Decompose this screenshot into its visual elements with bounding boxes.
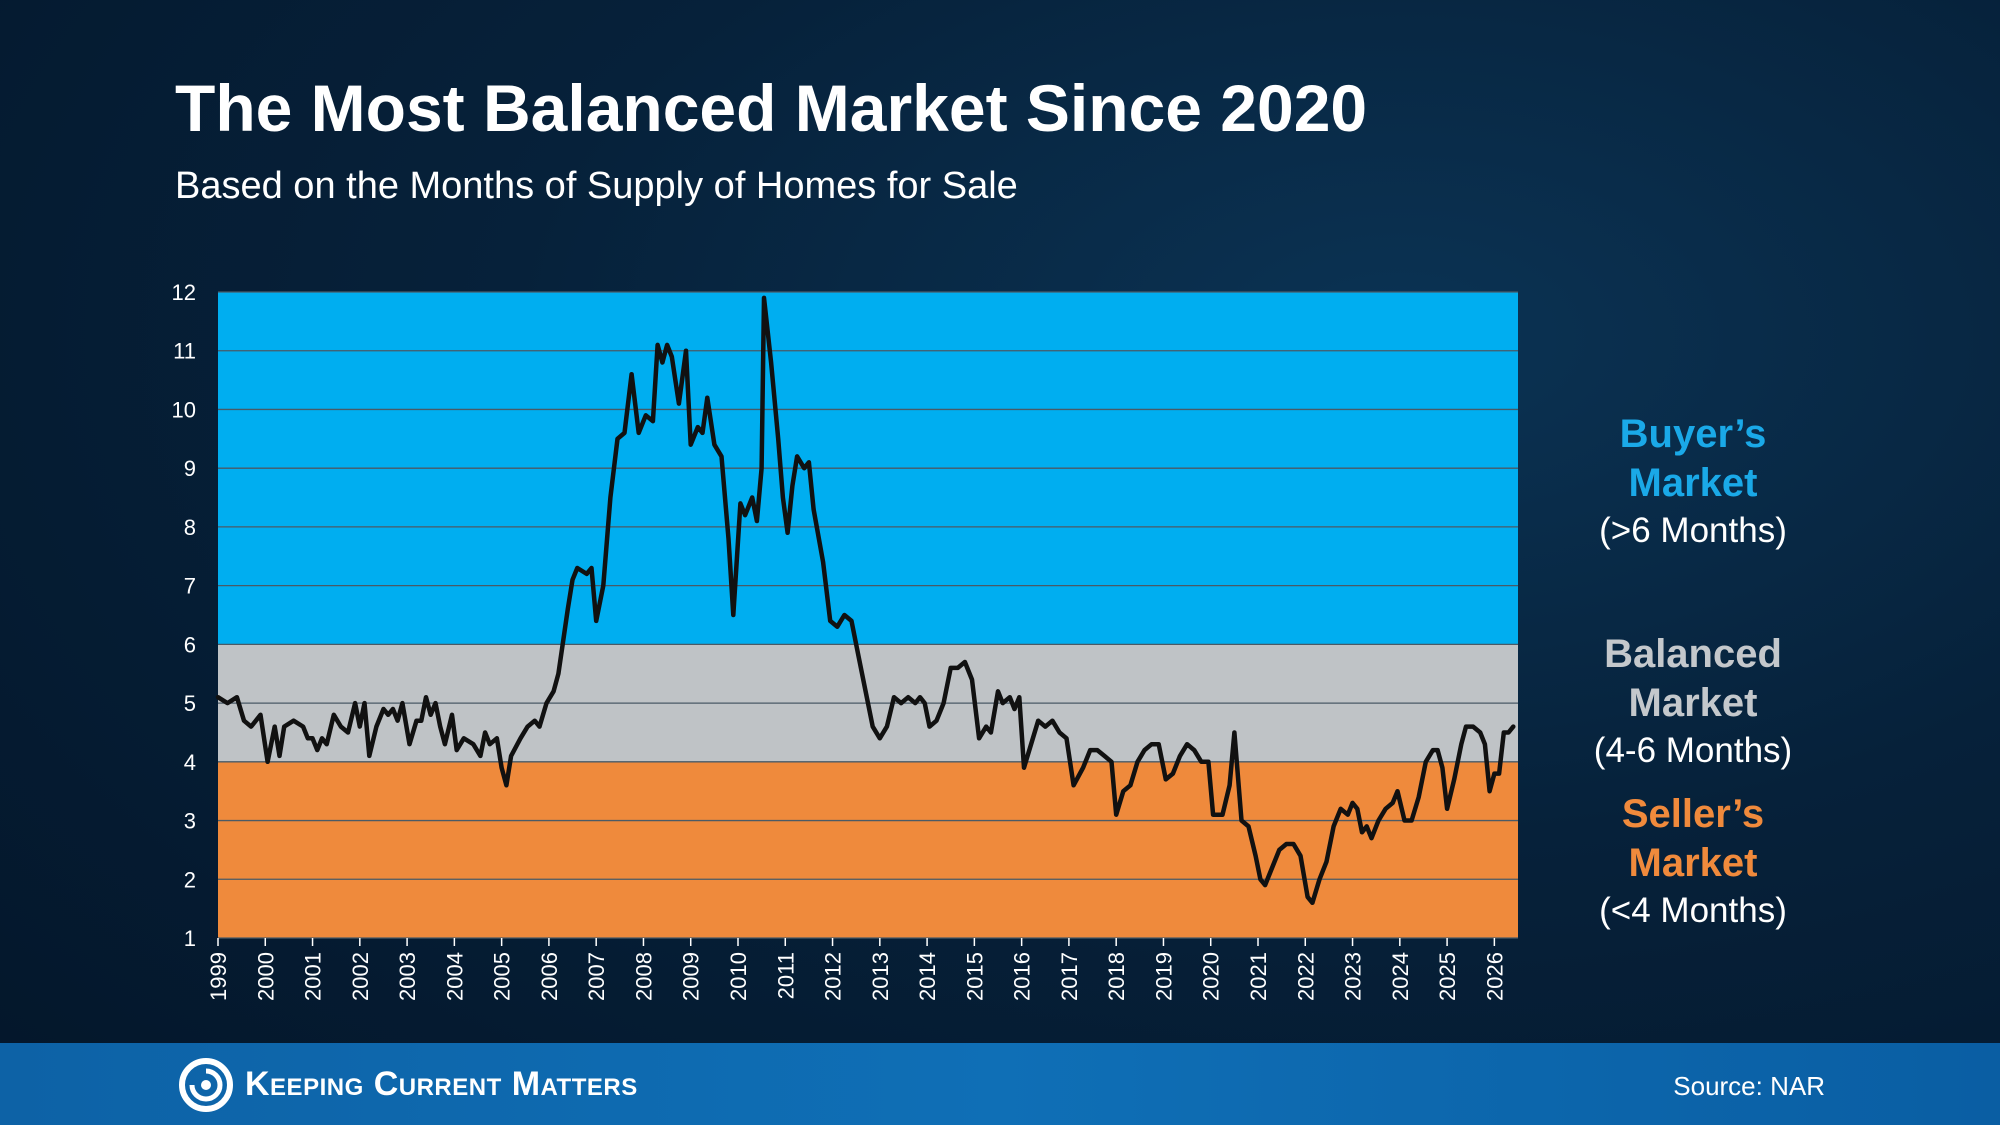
- x-tick-label: 2001: [301, 952, 326, 1001]
- x-tick-label: 2005: [490, 952, 515, 1001]
- x-tick-label: 2012: [821, 952, 846, 1001]
- x-tick-label: 2014: [915, 952, 940, 1001]
- y-tick-label: 10: [172, 397, 196, 422]
- y-tick-label: 4: [184, 750, 196, 775]
- x-tick-label: 2003: [395, 952, 420, 1001]
- y-tick-label: 1: [184, 926, 196, 951]
- x-tick-label: 2024: [1388, 952, 1413, 1001]
- x-tick-label: 2021: [1246, 952, 1271, 1001]
- x-tick-label: 2006: [537, 952, 562, 1001]
- sellers-market-label: Seller’s Market (<4 Months): [1543, 790, 1843, 934]
- x-tick-label: 2011: [773, 952, 798, 999]
- buyers-market-name-2: Market: [1628, 461, 1758, 505]
- buyers-market-name-1: Buyer’s: [1619, 412, 1767, 456]
- y-tick-label: 6: [184, 632, 196, 657]
- sellers-market-range: (<4 Months): [1599, 891, 1787, 930]
- x-tick-label: 2008: [631, 952, 656, 1001]
- balanced-market-range: (4-6 Months): [1593, 731, 1793, 770]
- x-tick-label: 2020: [1199, 952, 1224, 1001]
- y-tick-label: 7: [184, 574, 196, 599]
- sellers-band: [218, 761, 1518, 938]
- sellers-market-name-1: Seller’s: [1621, 792, 1765, 836]
- x-tick-label: 2013: [868, 952, 893, 1001]
- x-tick-label: 1999: [206, 952, 231, 1001]
- x-tick-label: 2019: [1151, 952, 1176, 1001]
- buyers-market-label: Buyer’s Market (>6 Months): [1543, 410, 1843, 554]
- x-tick-label: 2004: [442, 952, 467, 1001]
- page-subtitle: Based on the Months of Supply of Homes f…: [175, 165, 1018, 207]
- balanced-market-label: Balanced Market (4-6 Months): [1543, 630, 1843, 774]
- x-tick-label: 2009: [679, 952, 704, 1001]
- y-tick-label: 11: [173, 339, 196, 364]
- y-tick-label: 8: [184, 515, 196, 540]
- x-tick-label: 2025: [1435, 952, 1460, 1001]
- months-supply-line-0: [215, 295, 1516, 906]
- x-tick-label: 2000: [253, 952, 278, 1001]
- x-tick-label: 2018: [1104, 952, 1129, 1001]
- x-tick-label: 2023: [1341, 952, 1366, 1001]
- y-tick-label: 12: [172, 280, 196, 305]
- x-tick-label: 2010: [726, 952, 751, 1001]
- y-tick-label: 3: [184, 809, 196, 834]
- kcm-swirl-icon: [179, 1058, 233, 1112]
- x-tick-label: 2026: [1482, 952, 1507, 1001]
- balanced-market-name-2: Market: [1628, 681, 1758, 725]
- x-tick-label: 2015: [962, 952, 987, 1001]
- sellers-market-name-2: Market: [1628, 841, 1758, 885]
- x-tick-label: 2017: [1057, 952, 1082, 1001]
- page-title: The Most Balanced Market Since 2020: [175, 71, 1368, 145]
- y-tick-label: 9: [184, 456, 196, 481]
- buyers-market-range: (>6 Months): [1599, 511, 1787, 550]
- balanced-market-name-1: Balanced: [1604, 632, 1782, 676]
- y-tick-label: 2: [184, 867, 196, 892]
- footer-bar: Keeping Current Matters Source: NAR: [0, 1043, 2000, 1125]
- x-tick-label: 2022: [1293, 952, 1318, 1001]
- x-tick-label: 2007: [584, 952, 609, 1001]
- x-tick-label: 2002: [348, 952, 373, 1001]
- y-tick-label: 5: [184, 691, 196, 716]
- logo-text: Keeping Current Matters: [245, 1065, 638, 1103]
- source-label: Source: NAR: [1673, 1071, 1825, 1101]
- x-tick-label: 2016: [1010, 952, 1035, 1001]
